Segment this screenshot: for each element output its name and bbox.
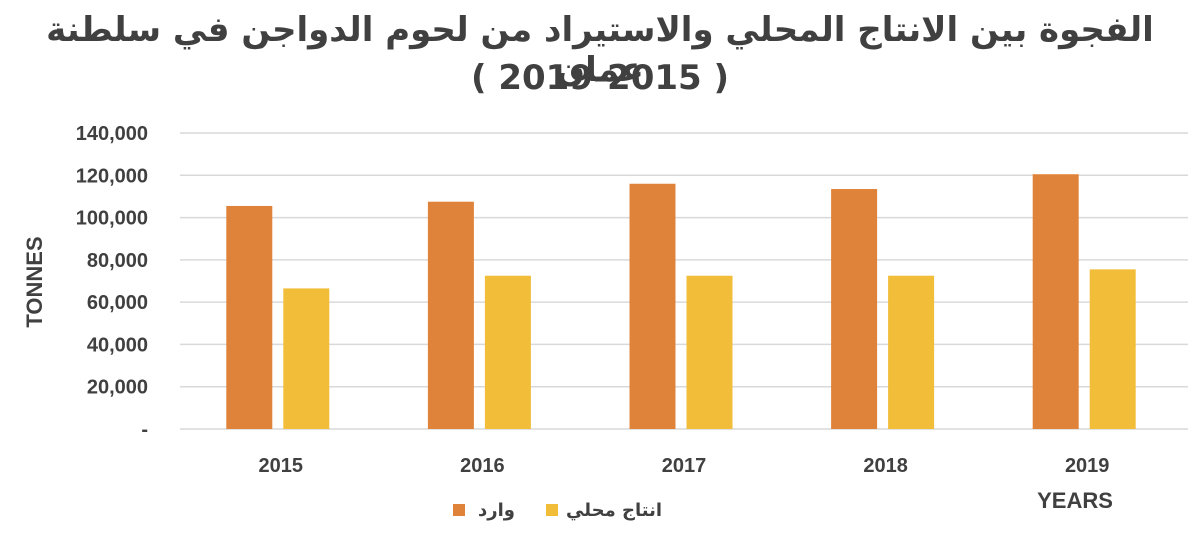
bar-import-2015 [226, 205, 273, 429]
bar-local-2019 [1089, 269, 1136, 429]
legend: وارد انتاج محلي [453, 500, 662, 521]
chart-title: الفجوة بين الانتاج المحلي والاستيراد من … [46, 10, 1154, 90]
y-tick-label: 100,000 [76, 208, 148, 230]
legend-swatch [546, 504, 558, 516]
y-tick-label: 40,000 [87, 334, 148, 356]
chart-subtitle: ( 2019-2015 ) [470, 58, 730, 98]
legend-swatch [453, 504, 465, 516]
bar-local-2016 [484, 275, 531, 429]
x-tick-label: 2019 [1065, 455, 1110, 477]
x-tick-label: 2016 [460, 455, 505, 477]
y-axis-ticks: - 20,000 40,000 60,000 80,000 100,000 120,000 1… [76, 123, 148, 441]
y-tick-label: 140,000 [76, 123, 148, 145]
bar-import-2018 [831, 189, 878, 429]
bar-local-2018 [888, 275, 935, 429]
x-axis-ticks: 2015 2016 2017 2018 2019 [259, 455, 1110, 477]
y-tick-label: 60,000 [87, 292, 148, 314]
x-tick-label: 2015 [259, 455, 304, 477]
bar-import-2016 [427, 201, 474, 429]
x-tick-label: 2018 [863, 455, 908, 477]
y-axis-title: TONNES [22, 236, 47, 327]
y-tick-label: 80,000 [87, 250, 148, 272]
x-tick-label: 2017 [662, 455, 707, 477]
x-axis-title: YEARS [1037, 488, 1113, 513]
legend-label: انتاج محلي [566, 500, 662, 521]
y-tick-label: - [141, 419, 148, 441]
y-tick-label: 120,000 [76, 165, 148, 187]
legend-label: وارد [478, 500, 515, 521]
y-tick-label: 20,000 [87, 377, 148, 399]
bar-local-2017 [686, 275, 733, 429]
bar-import-2019 [1032, 174, 1079, 429]
bar-local-2015 [283, 288, 330, 429]
gridlines [180, 132, 1188, 430]
bar-import-2017 [629, 183, 676, 429]
bars [226, 174, 1136, 429]
